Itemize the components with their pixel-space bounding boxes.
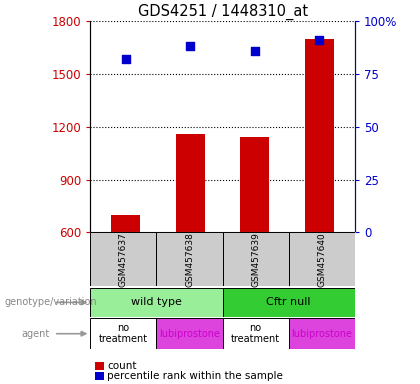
Bar	[156, 232, 223, 286]
Text: GSM457638: GSM457638	[185, 232, 194, 286]
Bar	[176, 134, 205, 232]
Title: GDS4251 / 1448310_at: GDS4251 / 1448310_at	[137, 3, 308, 20]
Text: wild type: wild type	[131, 297, 182, 308]
Text: GSM457637: GSM457637	[119, 232, 128, 286]
Bar	[223, 232, 289, 286]
Bar	[90, 318, 156, 349]
Text: GSM457640: GSM457640	[318, 232, 326, 286]
Bar	[111, 215, 140, 232]
Point	[316, 37, 323, 43]
Text: percentile rank within the sample: percentile rank within the sample	[107, 371, 283, 381]
Bar	[90, 288, 223, 317]
Bar	[156, 318, 223, 349]
Bar	[223, 318, 289, 349]
Point	[187, 43, 194, 50]
Bar	[240, 137, 269, 232]
Point	[252, 48, 258, 54]
Text: lubiprostone: lubiprostone	[291, 329, 352, 339]
Bar	[289, 232, 355, 286]
Text: count: count	[107, 361, 136, 371]
Text: Cftr null: Cftr null	[267, 297, 311, 308]
Text: GSM457639: GSM457639	[251, 232, 260, 286]
Bar	[289, 318, 355, 349]
Text: no
treatment: no treatment	[231, 323, 280, 344]
Point	[123, 56, 129, 62]
Bar	[305, 39, 334, 232]
Bar	[90, 232, 156, 286]
Text: no
treatment: no treatment	[99, 323, 148, 344]
Text: agent: agent	[21, 329, 49, 339]
Text: lubiprostone: lubiprostone	[159, 329, 220, 339]
Text: genotype/variation: genotype/variation	[4, 297, 97, 308]
Bar	[223, 288, 355, 317]
